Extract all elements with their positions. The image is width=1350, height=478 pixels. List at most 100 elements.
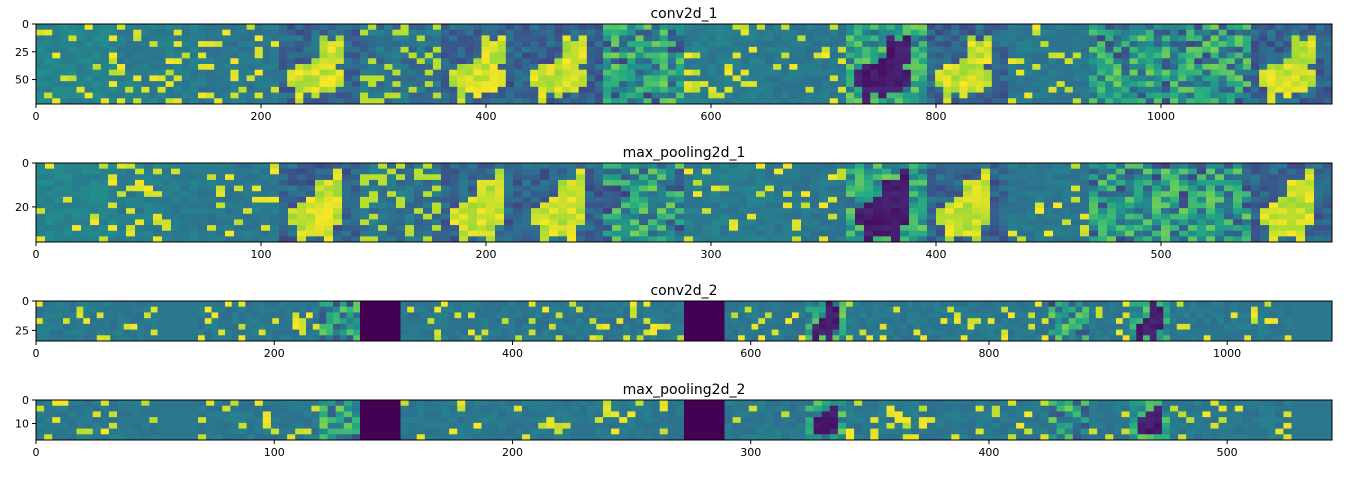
feature-map-pixel	[935, 46, 944, 53]
feature-map-pixel	[990, 219, 1000, 226]
feature-map-pixel	[1026, 208, 1036, 215]
feature-map-pixel	[1071, 225, 1081, 232]
feature-map-pixel	[72, 225, 82, 232]
feature-map-pixel	[927, 185, 937, 192]
feature-map-pixel	[63, 230, 73, 237]
feature-map-pixel	[315, 236, 325, 243]
feature-map-pixel	[720, 179, 730, 186]
feature-map-pixel	[549, 306, 557, 313]
feature-map-pixel	[261, 168, 271, 175]
feature-map-pixel	[1215, 191, 1225, 198]
feature-map-pixel	[408, 92, 418, 99]
feature-map-pixel	[254, 29, 264, 36]
feature-map-pixel	[756, 75, 766, 82]
feature-map-pixel	[1026, 168, 1036, 175]
feature-map-pixel	[420, 301, 428, 308]
feature-map-pixel	[846, 236, 856, 243]
feature-map-pixel	[1008, 163, 1018, 170]
feature-map-pixel	[1269, 196, 1279, 203]
feature-map-pixel	[351, 75, 361, 82]
feature-map-pixel	[894, 52, 904, 59]
feature-map-pixel	[873, 185, 883, 192]
feature-map-pixel	[392, 98, 401, 105]
feature-map-pixel	[663, 335, 671, 342]
feature-map-pixel	[748, 75, 758, 82]
feature-map-pixel	[586, 81, 596, 88]
feature-map-pixel	[414, 168, 424, 175]
feature-map-pixel	[1062, 179, 1072, 186]
feature-map-pixel	[554, 86, 563, 93]
feature-map-pixel	[427, 312, 435, 319]
feature-map-pixel	[254, 81, 264, 88]
feature-map-pixel	[392, 29, 401, 36]
feature-map-pixel	[781, 69, 790, 76]
feature-map-pixel	[1178, 52, 1187, 59]
feature-map-pixel	[342, 236, 352, 243]
feature-map-pixel	[720, 168, 730, 175]
feature-map-pixel	[265, 306, 273, 313]
feature-map-pixel	[287, 24, 296, 31]
feature-map-pixel	[335, 41, 345, 48]
feature-map-pixel	[83, 335, 91, 342]
feature-map-pixel	[692, 64, 701, 71]
feature-map-pixel	[538, 75, 547, 82]
feature-map-pixel	[400, 86, 409, 93]
feature-map-pixel	[489, 92, 499, 99]
feature-map-pixel	[611, 64, 620, 71]
feature-map-pixel	[870, 98, 879, 105]
feature-map-pixel	[378, 174, 388, 181]
feature-map-pixel	[474, 335, 482, 342]
feature-map-pixel	[477, 219, 487, 226]
feature-map-pixel	[117, 41, 126, 48]
feature-map-pixel	[1134, 174, 1144, 181]
feature-map-pixel	[1161, 24, 1171, 31]
feature-map-pixel	[789, 41, 798, 48]
feature-map-pixel	[279, 196, 289, 203]
feature-map-pixel	[414, 329, 422, 336]
feature-map-13	[522, 301, 563, 342]
feature-map-pixel	[262, 29, 272, 36]
feature-map-pixel	[245, 329, 253, 336]
feature-map-pixel	[846, 69, 855, 76]
feature-map-pixel	[1044, 185, 1054, 192]
feature-map-pixel	[1134, 168, 1144, 175]
feature-map-pixel	[44, 92, 53, 99]
feature-map-pixel	[1080, 64, 1090, 71]
feature-map-pixel	[797, 98, 806, 105]
feature-map-pixel	[135, 191, 145, 198]
feature-map-pixel	[360, 64, 369, 71]
feature-map-pixel	[1048, 29, 1057, 36]
feature-map-pixel	[991, 58, 1001, 65]
feature-map-pixel	[246, 81, 256, 88]
feature-map-pixel	[864, 196, 874, 203]
feature-map-pixel	[153, 179, 163, 186]
feature-map-pixel	[81, 179, 91, 186]
feature-map-pixel	[1224, 174, 1234, 181]
feature-map-pixel	[935, 81, 944, 88]
feature-map-pixel	[1152, 179, 1162, 186]
feature-map-pixel	[837, 46, 847, 53]
feature-map-pixel	[643, 69, 652, 76]
feature-map-pixel	[1215, 163, 1225, 170]
feature-map-pixel	[149, 98, 158, 105]
feature-map-pixel	[1251, 202, 1261, 209]
feature-map-pixel	[198, 69, 207, 76]
feature-map-pixel	[1234, 64, 1244, 71]
feature-map-pixel	[540, 202, 550, 209]
feature-map-pixel	[522, 35, 531, 42]
feature-map-pixel	[651, 81, 661, 88]
feature-map-pixel	[1008, 86, 1017, 93]
feature-map-pixel	[468, 191, 478, 198]
feature-map-pixel	[432, 58, 442, 65]
feature-map-pixel	[424, 46, 434, 53]
feature-map-pixel	[1323, 52, 1333, 59]
feature-map-pixel	[862, 52, 871, 59]
feature-map-pixel	[1278, 236, 1288, 243]
feature-map-pixel	[181, 52, 191, 59]
feature-map-pixel	[1275, 81, 1284, 88]
feature-map-pixel	[639, 230, 649, 237]
feature-map-pixel	[1048, 35, 1057, 42]
feature-map-pixel	[408, 98, 418, 105]
feature-map-pixel	[684, 75, 693, 82]
